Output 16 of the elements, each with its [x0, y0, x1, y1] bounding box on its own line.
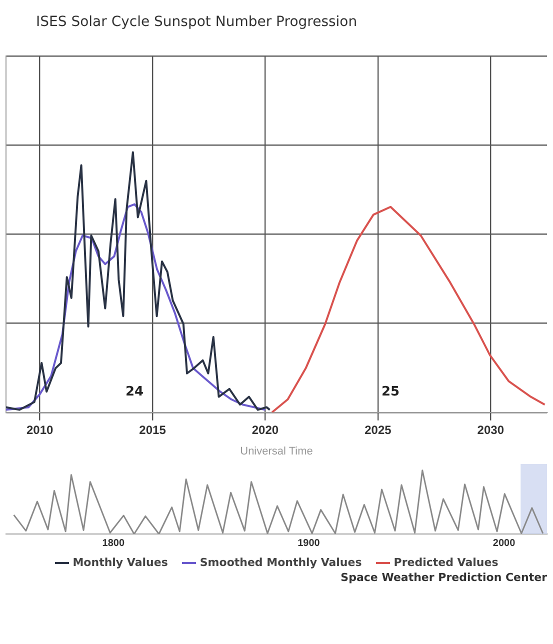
legend-label: Smoothed Monthly Values — [198, 556, 362, 569]
x-tick-label: 1900 — [298, 538, 320, 549]
x-tick-label: 2015 — [139, 422, 166, 437]
text: Space Weather Prediction Center — [340, 571, 548, 584]
x-tick-label: 2030 — [477, 422, 504, 437]
x-tick-label: 2025 — [364, 422, 392, 437]
annotation: 24 — [125, 384, 144, 400]
legend-label: Monthly Values — [72, 556, 168, 569]
x-tick-label: 1800 — [102, 538, 125, 549]
legend-label: Predicted Values — [392, 556, 498, 569]
x-tick-label: 2020 — [252, 422, 279, 437]
annotation: 25 — [382, 384, 400, 400]
x-axis-title: Universal Time — [240, 445, 313, 458]
x-tick-label: 2000 — [492, 538, 516, 549]
x-tick-label: 2010 — [26, 422, 54, 437]
chart-title: ISES Solar Cycle Sunspot Number Progression — [35, 13, 358, 32]
